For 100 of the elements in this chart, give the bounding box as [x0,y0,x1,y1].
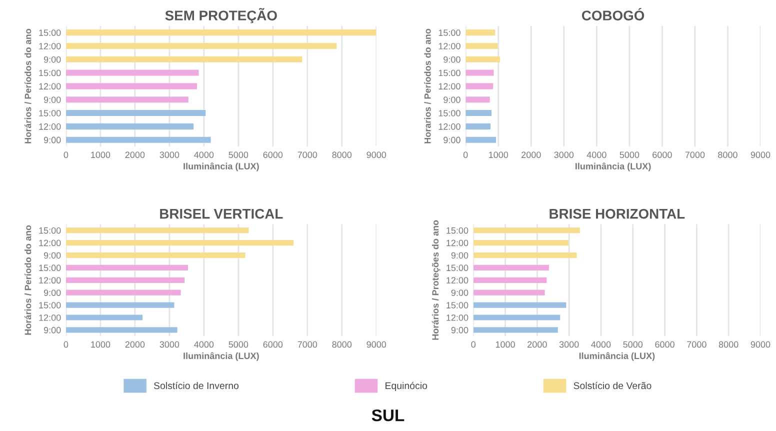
y-tick-label: 9:00 [44,136,61,144]
y-tick-label: 15:00 [39,264,61,272]
y-tick-label: 15:00 [438,110,460,116]
x-tick-label: 7000 [687,341,706,348]
x-tick-label: 0 [64,341,68,348]
bar [66,228,249,234]
x-tick-label: 9000 [750,152,770,158]
x-tick-label: 0 [471,341,476,348]
y-tick-label: 9:00 [44,290,61,296]
y-tick-label: 9:00 [451,252,468,259]
x-tick-label: 8000 [718,341,738,348]
y-tick-label: 15:00 [39,70,61,76]
y-tick-label: 12:00 [39,83,61,90]
x-tick-label: 3000 [554,152,574,158]
x-axis-title: Iluminância (LUX) [579,352,655,361]
x-axis-title: Iluminância (LUX) [576,162,651,172]
x-tick-label: 0 [64,152,68,158]
x-tick-label: 4000 [194,152,214,158]
chart-title: COBOGÓ [582,8,644,20]
bar [66,327,178,333]
x-tick-label: 4000 [591,341,611,348]
y-tick-label: 9:00 [44,326,61,334]
y-tick-label: 12:00 [39,277,61,284]
bar [66,252,246,258]
bar [473,302,566,308]
bar [66,70,199,76]
y-tick-label: 15:00 [446,264,468,272]
y-axis-title: Horários / Proteções do ano [432,220,440,340]
bar [66,277,185,283]
y-tick-label: 9:00 [444,136,460,144]
bar [66,110,206,116]
text: SUL [372,409,404,422]
chart-title: BRISEL VERTICAL [160,208,283,219]
x-tick-label: 8000 [332,341,352,348]
x-tick-label: 4000 [586,152,606,158]
x-tick-label: 3000 [559,341,579,348]
x-tick-label: 5000 [228,341,248,348]
x-tick-label: 3000 [160,341,180,348]
x-tick-label: 5000 [620,152,640,158]
y-tick-label: 15:00 [39,30,61,36]
x-tick-label: 1000 [91,152,110,158]
x-tick-label: 6000 [263,341,283,348]
y-tick-label: 12:00 [438,123,460,130]
x-tick-label: 2000 [125,152,145,158]
x-axis-title: Iluminância (LUX) [184,162,259,172]
y-tick-label: 15:00 [39,227,61,234]
y-tick-label: 9:00 [451,290,468,296]
x-tick-label: 6000 [263,152,283,158]
legend-label: Equinócio [386,382,428,392]
y-tick-label: 9:00 [444,96,460,103]
y-tick-label: 12:00 [39,123,61,130]
y-tick-label: 12:00 [438,83,460,90]
bar [473,327,558,333]
bar [66,240,294,246]
y-tick-label: 9:00 [44,56,61,63]
y-axis-title: Horarios / Períodos do ano [424,28,431,144]
y-tick-label: 12:00 [438,42,460,50]
bar [66,83,198,90]
bar [66,264,188,270]
y-tick-label: 9:00 [44,96,61,103]
bar [66,314,143,320]
bar [473,314,560,320]
x-tick-label: 1000 [91,341,110,348]
x-tick-label: 5000 [228,152,248,158]
y-tick-label: 15:00 [446,227,468,234]
x-tick-label: 2000 [528,341,547,348]
y-tick-label: 12:00 [446,277,468,284]
y-tick-label: 9:00 [451,326,468,334]
y-tick-label: 15:00 [438,70,460,76]
bar [66,56,302,62]
x-tick-label: 8000 [718,152,738,158]
y-tick-label: 15:00 [438,30,460,36]
bar [66,96,188,103]
bar [473,290,545,296]
bar [66,290,181,296]
x-tick-label: 7000 [685,152,705,158]
y-tick-label: 9:00 [44,252,61,259]
x-tick-label: 7000 [298,152,318,158]
chart-title: SEM PROTEÇÃO [165,8,277,24]
y-tick-label: 15:00 [446,302,468,308]
bar [473,277,547,283]
x-tick-label: 6000 [655,341,674,348]
x-tick-label: 4000 [194,341,214,348]
legend-label: Solstício de Inverno [154,382,239,390]
x-tick-label: 9000 [366,152,386,158]
bar [66,123,194,130]
x-tick-label: 2000 [522,152,541,158]
y-tick-label: 15:00 [39,110,61,116]
x-tick-label: 7000 [298,341,318,348]
x-tick-label: 9000 [750,341,770,348]
x-tick-label: 9000 [366,341,386,348]
x-tick-label: 2000 [125,341,145,348]
y-axis-title: Horários / Períodos do ano [24,28,32,144]
y-tick-label: 15:00 [39,302,61,308]
y-tick-label: 12:00 [446,240,468,246]
y-axis-title: Horários / Período do ano [24,225,32,335]
bar [66,30,376,36]
x-tick-label: 1000 [489,152,508,158]
bar [473,240,568,246]
x-tick-label: 6000 [652,152,672,158]
